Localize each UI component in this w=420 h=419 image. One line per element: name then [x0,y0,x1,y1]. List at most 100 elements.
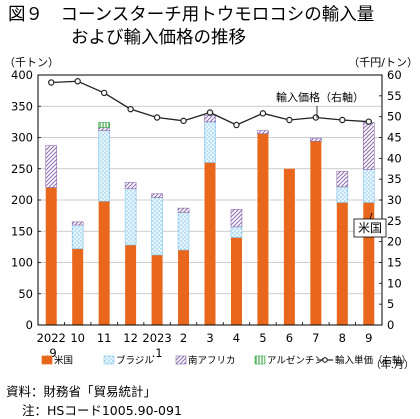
us-callout-leader [369,212,373,220]
right-tick-label: 55 [387,89,402,103]
price-point [233,121,240,129]
bar-us [98,201,110,325]
bar-us [125,245,137,325]
left-tick-label: 300 [11,131,33,145]
right-tick-label: 45 [387,131,402,145]
left-tick-label: 50 [18,287,33,301]
left-axis-unit: （千トン） [4,56,59,69]
legend: 米国 ブラジル 南アフリカ アルゼンチン 輸入単価（右軸） [41,355,411,367]
legend-south-africa-swatch [175,355,187,365]
bar-brazil [98,130,110,202]
price-point [312,114,320,121]
source-note: 資料：財務省「貿易統計」 [6,384,157,399]
price-point [206,109,214,116]
right-tick-label: 0 [387,318,394,332]
right-tick-label: 25 [387,214,402,228]
right-tick-label: 10 [387,276,402,290]
bar-south-africa [310,137,322,142]
bar-brazil [124,188,137,246]
bar-south-africa [45,145,58,188]
price-point [74,78,81,85]
x-tick-label: 11 [97,331,112,345]
bar-brazil [230,226,243,238]
legend-south-africa-label: 南アフリカ [188,355,236,367]
bar-south-africa [71,221,84,226]
x-tick-label: 5 [259,331,266,345]
legend-argentina-label: アルゼンチン [267,355,324,367]
bar-south-africa [336,170,349,188]
x-tick-label: 8 [339,331,346,345]
price-point [365,118,372,125]
bar-south-africa [204,115,216,123]
left-tick-label: 250 [11,162,33,176]
price-point [153,114,161,121]
x-axis-unit: （年.月） [371,358,414,371]
bar-brazil [362,169,375,203]
bar-south-africa [151,193,163,198]
price-point [259,110,267,117]
price-point [127,105,134,113]
x-tick-sublabel: .9 [46,346,57,360]
right-tick-label: 5 [387,297,394,311]
legend-us-label: 米国 [54,355,73,367]
chart-title-line2: および輸入価格の推移 [71,28,246,48]
right-tick-label: 20 [387,235,402,249]
price-line-callout: 輸入価格（右軸） [276,90,364,118]
bar-south-africa [177,207,190,213]
x-tick-label: 2023 [142,331,171,345]
legend-argentina-swatch [254,355,266,365]
x-tick-label: 6 [286,331,293,345]
legend-price-label: 輸入単価（右軸） [335,355,411,367]
bar-us [283,168,295,325]
bar-south-africa [257,130,269,135]
bar-brazil [177,212,190,251]
bar-brazil [71,224,84,250]
bar-us [178,250,190,325]
right-tick-label: 15 [387,256,402,270]
bar-us [204,162,216,325]
hs-code-note: 注：HSコード1005.90-091 [22,403,182,418]
legend-us-swatch [41,355,53,365]
us-callout-label: 米国 [358,221,382,235]
bar-us [257,133,269,325]
bar-brazil [151,197,163,256]
bar-brazil [204,121,216,163]
price-point [286,116,293,124]
chart-title-line1: 図９ コーンスターチ用トウモロコシの輸入量 [8,5,375,25]
bar-us [45,187,57,325]
bar-brazil [336,186,349,203]
us-callout: 米国 [353,212,387,238]
bar-us [336,202,348,325]
x-tick-label: 10 [70,331,85,345]
price-point [180,117,187,125]
right-tick-label: 50 [387,110,402,124]
legend-brazil-label: ブラジル [116,355,154,367]
bar-us [151,255,163,325]
bar-south-africa [124,182,137,190]
bar-us [230,237,242,325]
left-tick-label: 150 [11,224,33,238]
price-point [48,79,55,86]
x-tick-label: 3 [206,331,213,345]
left-tick-label: 100 [11,256,33,270]
x-tick-label: 4 [233,331,240,345]
right-tick-label: 60 [387,68,402,82]
legend-brazil-swatch [103,355,115,365]
x-tick-label: 2 [180,331,187,345]
right-tick-label: 35 [387,172,402,186]
bar-us [363,202,375,325]
right-axis-unit: （千円/トン） [348,56,418,69]
price-point [339,116,346,124]
right-tick-label: 40 [387,151,402,165]
price-point [100,89,108,97]
left-tick-label: 200 [11,193,33,207]
bar-us [310,141,322,325]
bar-south-africa [362,122,375,170]
legend-price-marker [322,357,328,363]
x-tick-label: 2022 [37,331,66,345]
bar-us [72,248,84,325]
x-tick-label: 12 [123,331,138,345]
price-callout-label: 輸入価格（右軸） [276,90,364,104]
left-tick-label: 0 [26,318,33,332]
